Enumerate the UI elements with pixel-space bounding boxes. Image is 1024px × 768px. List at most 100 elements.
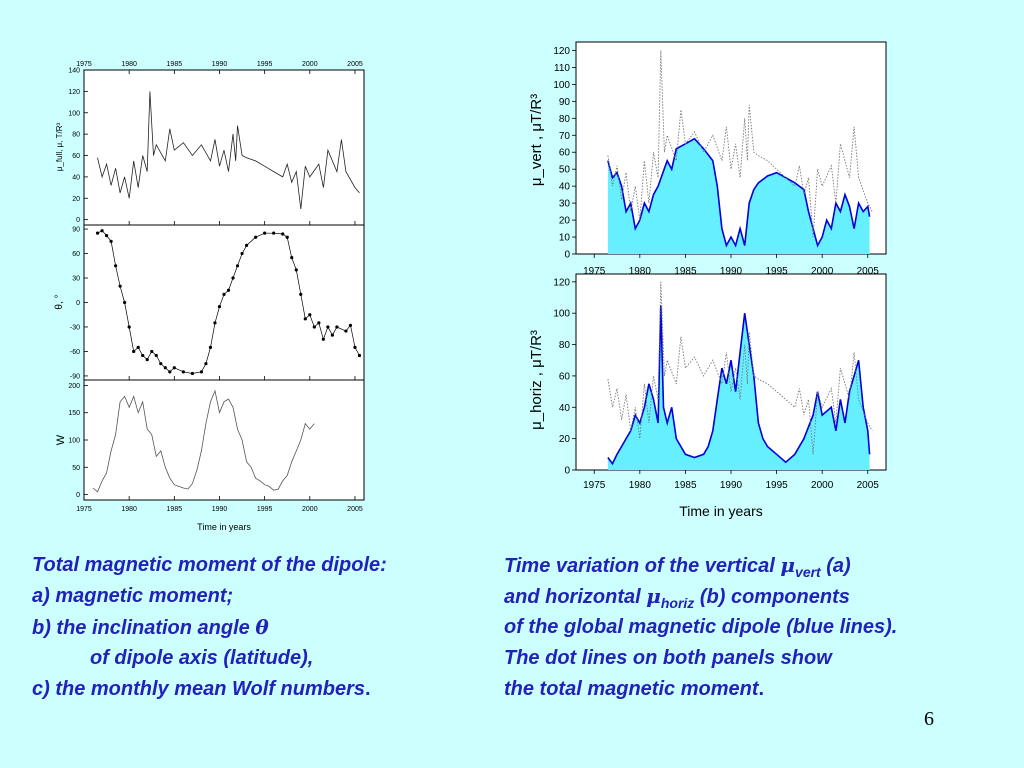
left-top-year-label: 1980 — [121, 61, 137, 68]
right-ytick-label: 80 — [559, 340, 571, 351]
theta-point — [163, 366, 167, 370]
theta-point — [281, 232, 285, 236]
theta-point — [136, 345, 140, 349]
right-xtick-label: 1975 — [583, 480, 606, 491]
left-c-ylabel: W — [55, 434, 67, 445]
vert-subscript: vert — [795, 564, 821, 580]
theta-point — [353, 345, 357, 349]
theta-point — [290, 256, 294, 260]
theta-point — [326, 325, 330, 329]
theta-point — [308, 313, 312, 317]
left-top-year-label: 1990 — [212, 61, 228, 68]
right-caption-line2: and horizontal μhoriz (b) components — [504, 581, 897, 612]
left-caption-line5: c) the monthly mean Wolf numbers. — [32, 674, 387, 705]
theta-point — [348, 323, 353, 327]
left-bottom-year-label: 1975 — [76, 506, 92, 513]
theta-point — [181, 370, 185, 374]
theta-point — [118, 284, 122, 288]
theta-point — [145, 358, 149, 362]
magnetic-moment-line — [97, 91, 360, 210]
right-ytick-label: 20 — [559, 434, 571, 445]
theta-point — [95, 231, 100, 235]
left-top-year-label: 1975 — [76, 61, 92, 68]
right-xtick-label: 2000 — [811, 266, 834, 277]
left-caption-period: . — [365, 678, 371, 700]
right-caption-period: . — [758, 678, 765, 700]
left-top-year-label: 2005 — [347, 61, 363, 68]
left-top-year-label: 2000 — [302, 61, 318, 68]
theta-point — [240, 251, 244, 256]
theta-point — [204, 362, 208, 366]
left-ytick-label: 60 — [72, 251, 80, 258]
theta-point — [222, 292, 226, 296]
theta-point — [123, 300, 127, 305]
theta-point — [213, 321, 217, 325]
left-ytick-label: 0 — [76, 217, 80, 224]
theta-point — [100, 229, 104, 233]
rc-l1b: (a) — [820, 555, 851, 577]
theta-point — [344, 329, 348, 333]
left-caption-line3-text: b) the inclination angle — [32, 617, 256, 639]
right-xtick-label: 1980 — [629, 480, 652, 491]
left-bottom-year-label: 2005 — [347, 506, 363, 513]
right-caption-line4: The dot lines on both panels show — [504, 647, 832, 669]
theta-point — [172, 366, 176, 370]
right-caption: Time variation of the vertical μvert (a)… — [504, 550, 897, 705]
left-panel-frame-lc — [83, 379, 365, 501]
left-ytick-label: 0 — [76, 492, 80, 499]
theta-point — [132, 349, 136, 354]
right-ytick-label: 60 — [559, 371, 571, 382]
rc-l2a: and horizontal — [504, 586, 647, 608]
right-ytick-label: 120 — [553, 46, 570, 57]
right-caption-line5: the total magnetic moment. — [504, 674, 897, 705]
rc-l5: the total magnetic moment — [504, 678, 759, 700]
theta-point — [303, 317, 307, 321]
left-ytick-label: 100 — [68, 438, 80, 445]
total-moment-dotted-line — [607, 50, 873, 238]
theta-point — [114, 264, 118, 268]
right-ytick-label: 60 — [559, 148, 571, 159]
theta-point — [159, 362, 163, 366]
right-ytick-label: 110 — [554, 63, 570, 74]
theta-point — [141, 353, 145, 358]
theta-point — [235, 264, 240, 268]
left-top-year-label: 1985 — [167, 61, 183, 68]
left-bottom-year-label: 2000 — [302, 506, 318, 513]
left-caption: Total magnetic moment of the dipole: a) … — [32, 550, 387, 705]
theta-point — [294, 268, 298, 272]
right-xlabel: Time in years — [679, 503, 763, 519]
right-ytick-label: 0 — [564, 250, 570, 261]
left-caption-line4: of dipole axis (latitude), — [90, 647, 314, 669]
right-ytick-label: 40 — [559, 403, 571, 414]
left-ytick-label: 30 — [72, 276, 80, 283]
left-ytick-label: 80 — [72, 132, 80, 139]
left-ytick-label: 120 — [68, 89, 80, 96]
page-number: 6 — [924, 708, 934, 730]
total-moment-dotted-line — [607, 281, 873, 455]
theta-point — [199, 370, 204, 374]
left-caption-line2: a) magnetic moment; — [32, 585, 234, 607]
theta-point — [254, 235, 258, 239]
left-top-year-label: 1995 — [257, 61, 273, 68]
theta-point — [226, 288, 231, 292]
right-xtick-label: 2005 — [857, 480, 880, 491]
theta-point — [127, 325, 131, 329]
theta-point — [217, 304, 222, 309]
right-xtick-label: 2000 — [811, 480, 834, 491]
theta-point — [299, 292, 303, 296]
left-ytick-label: 90 — [72, 227, 80, 234]
right-xtick-label: 2005 — [857, 266, 880, 277]
left-ytick-label: 200 — [68, 383, 80, 390]
right-xtick-label: 1980 — [629, 266, 652, 277]
theta-point — [109, 239, 113, 243]
right-caption-line1: Time variation of the vertical μvert (a) — [504, 550, 897, 581]
right-xtick-label: 1995 — [765, 480, 788, 491]
left-xlabel: Time in years — [197, 522, 251, 532]
right-ytick-label: 10 — [559, 233, 571, 244]
left-caption-line1: Total magnetic moment of the dipole: — [32, 554, 387, 576]
right-ytick-label: 40 — [559, 182, 571, 193]
right-ytick-label: 100 — [553, 80, 570, 91]
left-caption-line3: b) the inclination angle θ — [32, 612, 387, 643]
right-caption-line3: of the global magnetic dipole (blue line… — [504, 616, 898, 638]
left-bottom-year-label: 1995 — [257, 506, 273, 513]
